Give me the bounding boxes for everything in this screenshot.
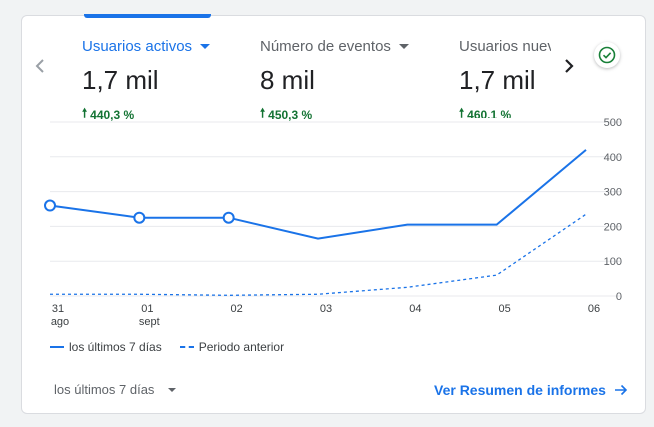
x-tick-label: 01 [141,303,153,315]
x-tick-label: 04 [409,303,421,315]
metric-label[interactable]: Usuarios activos [82,38,252,55]
arrow-up-icon: 🠕 [260,106,266,120]
current-period-line [49,149,587,240]
date-range-selector[interactable]: los últimos 7 días [54,382,177,397]
data-point [133,211,146,224]
x-tick-label: 31 [52,303,64,315]
active-tab-indicator [84,14,211,18]
metric-label[interactable]: Número de eventos [260,38,430,55]
chart-legend: los últimos 7 días Periodo anterior [50,340,302,354]
metric-tab-active-users[interactable]: Usuarios activos 1,7 mil 🠕 440,3 % [82,38,252,125]
chevron-left-icon[interactable] [29,55,51,77]
metric-tab-new-users[interactable]: Usuarios nuev 1,7 mil 🠕 460,1 % [459,38,551,118]
x-tick-label: 03 [320,303,332,315]
metric-change: 🠕 450,3 % [260,104,430,125]
metric-change: 🠕 440,3 % [82,104,252,125]
metric-tab-event-count[interactable]: Número de eventos 8 mil 🠕 450,3 % [260,38,430,125]
metric-value: 8 mil [260,65,315,95]
x-tick-label: 02 [231,303,243,315]
x-tick-sublabel: sept [139,316,160,328]
legend-item-current: los últimos 7 días [50,340,162,354]
caret-down-icon [200,44,211,49]
y-tick-label: 400 [604,152,622,164]
y-tick-label: 300 [604,187,622,199]
caret-down-icon [398,44,409,49]
check-circle-icon[interactable] [594,42,620,68]
y-tick-label: 500 [604,117,622,129]
y-tick-label: 200 [604,221,622,233]
view-reports-link[interactable]: Ver Resumen de informes [434,382,628,398]
view-reports-label: Ver Resumen de informes [434,382,606,398]
arrow-up-icon: 🠕 [459,106,465,118]
data-point [222,211,235,224]
metric-value: 1,7 mil [459,65,536,95]
x-tick-sublabel: ago [51,316,69,328]
metric-value: 1,7 mil [82,65,159,95]
date-range-label: los últimos 7 días [54,382,155,397]
data-point [44,199,56,212]
metric-label[interactable]: Usuarios nuev [459,38,551,55]
x-tick-label: 05 [499,303,511,315]
y-tick-label: 0 [616,291,622,303]
caret-down-icon [168,387,177,392]
chevron-right-icon[interactable] [558,55,580,77]
arrow-right-icon [614,384,628,396]
arrow-up-icon: 🠕 [82,106,88,120]
legend-item-previous: Periodo anterior [179,340,284,354]
metric-change: 🠕 460,1 % [459,104,551,118]
report-card [21,15,646,414]
x-tick-label: 06 [588,303,600,315]
y-tick-label: 100 [604,256,622,268]
